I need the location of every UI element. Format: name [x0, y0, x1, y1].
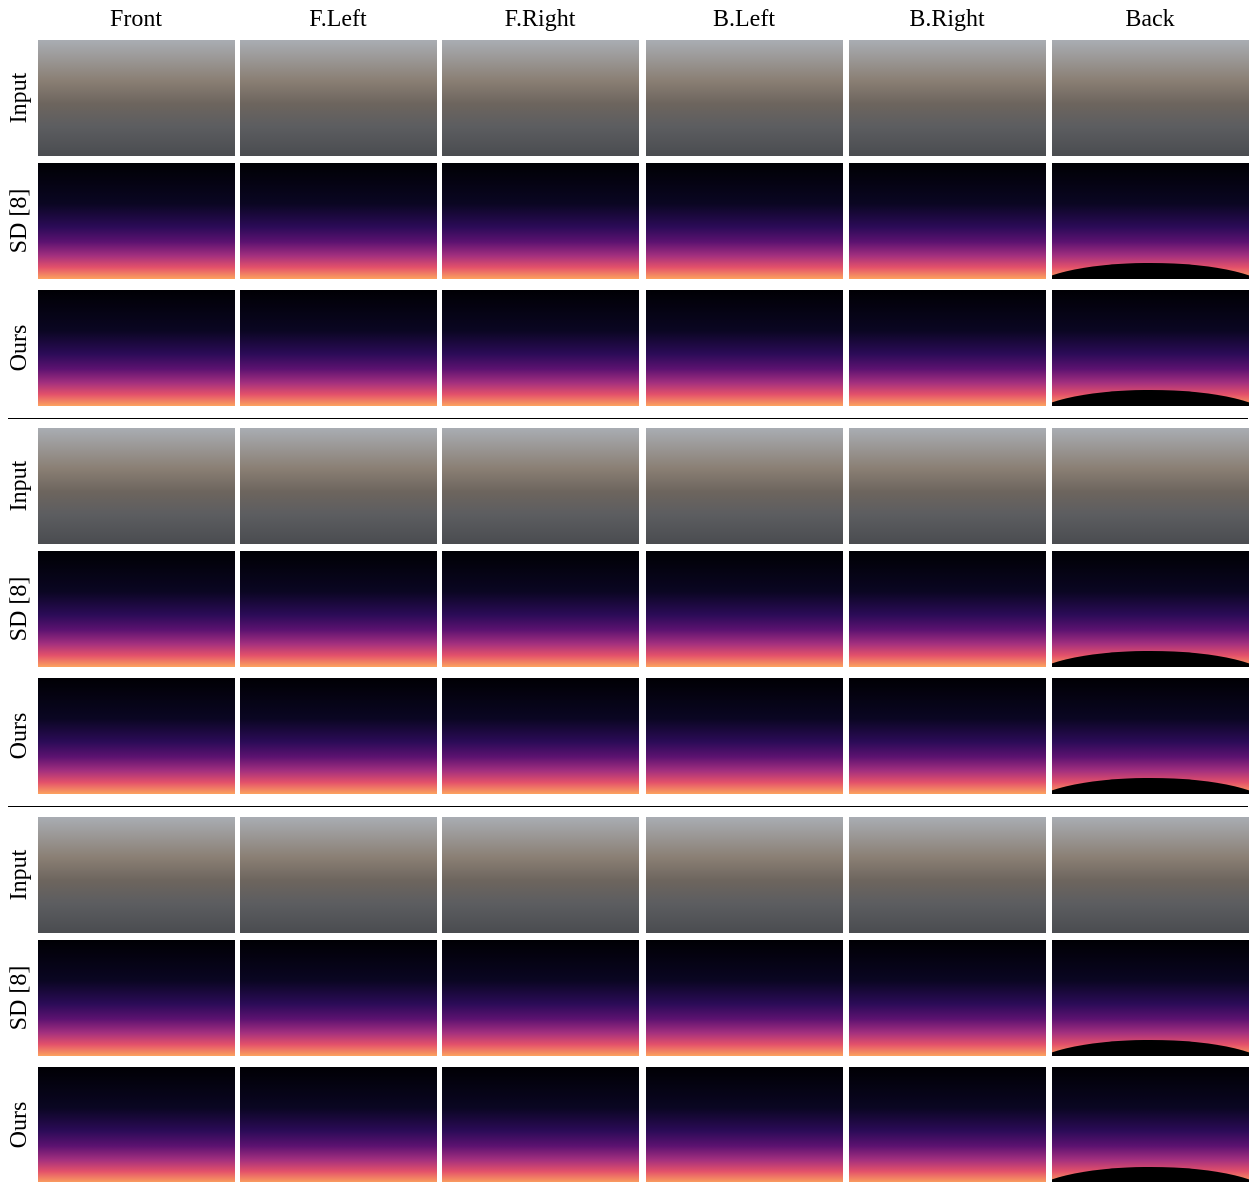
input-image — [849, 428, 1046, 544]
column-header: B.Right — [849, 6, 1045, 33]
depth-map — [442, 551, 639, 667]
depth-map — [240, 678, 437, 794]
depth-map — [38, 290, 235, 406]
row-label: SD [8] — [6, 551, 33, 667]
input-image — [240, 817, 437, 933]
input-image — [1052, 817, 1249, 933]
figure: FrontF.LeftF.Right B.Left B.Right Back Input… — [0, 0, 1249, 1182]
row-label: Ours — [6, 290, 33, 406]
depth-map — [646, 678, 843, 794]
input-image — [442, 428, 639, 544]
depth-map — [646, 551, 843, 667]
column-header: F.Right — [442, 6, 638, 33]
depth-map — [1052, 940, 1249, 1056]
depth-map — [38, 940, 235, 1056]
input-image — [240, 40, 437, 156]
input-image — [38, 40, 235, 156]
input-image — [1052, 40, 1249, 156]
depth-map — [442, 163, 639, 279]
depth-map — [849, 551, 1046, 667]
depth-map — [646, 163, 843, 279]
row-label: Input — [6, 817, 33, 933]
row-label: SD [8] — [6, 163, 33, 279]
depth-map — [38, 163, 235, 279]
depth-map — [646, 1067, 843, 1182]
column-header: F.Left — [240, 6, 436, 33]
input-image — [1052, 428, 1249, 544]
depth-map — [646, 290, 843, 406]
column-header: Back — [1052, 6, 1248, 33]
depth-map — [1052, 678, 1249, 794]
row-label: Input — [6, 40, 33, 156]
row-label: Input — [6, 428, 33, 544]
depth-map — [240, 1067, 437, 1182]
depth-map — [1052, 1067, 1249, 1182]
column-header: B.Left — [646, 6, 842, 33]
input-image — [240, 428, 437, 544]
depth-map — [1052, 290, 1249, 406]
depth-map — [38, 678, 235, 794]
input-image — [849, 40, 1046, 156]
depth-map — [240, 163, 437, 279]
depth-map — [38, 551, 235, 667]
input-image — [38, 428, 235, 544]
depth-map — [442, 1067, 639, 1182]
depth-map — [1052, 551, 1249, 667]
depth-map — [1052, 163, 1249, 279]
depth-map — [240, 290, 437, 406]
separator — [8, 806, 1248, 807]
input-image — [442, 40, 639, 156]
input-image — [646, 40, 843, 156]
depth-map — [240, 940, 437, 1056]
input-image — [442, 817, 639, 933]
input-image — [849, 817, 1046, 933]
depth-map — [442, 290, 639, 406]
row-label: Ours — [6, 678, 33, 794]
depth-map — [442, 678, 639, 794]
depth-map — [849, 290, 1046, 406]
input-image — [646, 428, 843, 544]
separator — [8, 418, 1248, 419]
depth-map — [442, 940, 639, 1056]
depth-map — [849, 1067, 1046, 1182]
depth-map — [240, 551, 437, 667]
row-label: Ours — [6, 1067, 33, 1182]
row-label: SD [8] — [6, 940, 33, 1056]
depth-map — [849, 940, 1046, 1056]
depth-map — [38, 1067, 235, 1182]
depth-map — [849, 678, 1046, 794]
depth-map — [646, 940, 843, 1056]
input-image — [38, 817, 235, 933]
column-header: Front — [38, 6, 234, 33]
depth-map — [849, 163, 1046, 279]
input-image — [646, 817, 843, 933]
